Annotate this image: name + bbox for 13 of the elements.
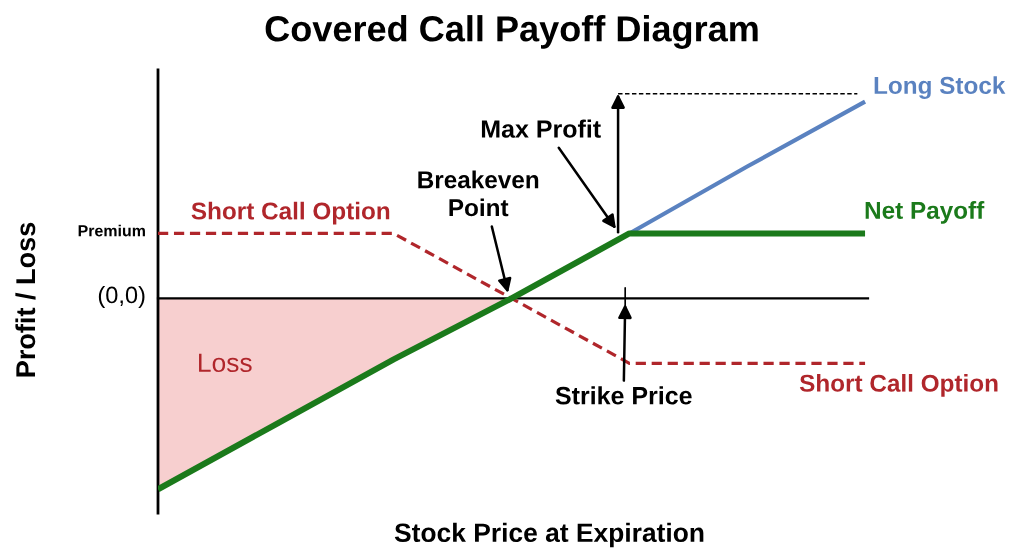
text: Premium	[78, 224, 145, 237]
annotation: Short Call Option	[191, 201, 390, 225]
series-label: Long Stock	[874, 76, 1006, 99]
annotation: Strike Price	[555, 386, 692, 405]
annotation: Max Profit	[481, 119, 601, 138]
annotation: Loss	[199, 353, 252, 373]
text: (0,0)	[98, 285, 145, 308]
y-axis-title: Profit / Loss	[15, 222, 36, 377]
annotation: Breakeven Point	[418, 170, 539, 217]
series-label: Net Payoff	[865, 201, 985, 224]
chart-title: Covered Call Payoff Diagram	[265, 15, 758, 49]
x-axis-title: Stock Price at Expiration	[394, 522, 704, 548]
series-label: Short Call Option	[799, 374, 998, 397]
